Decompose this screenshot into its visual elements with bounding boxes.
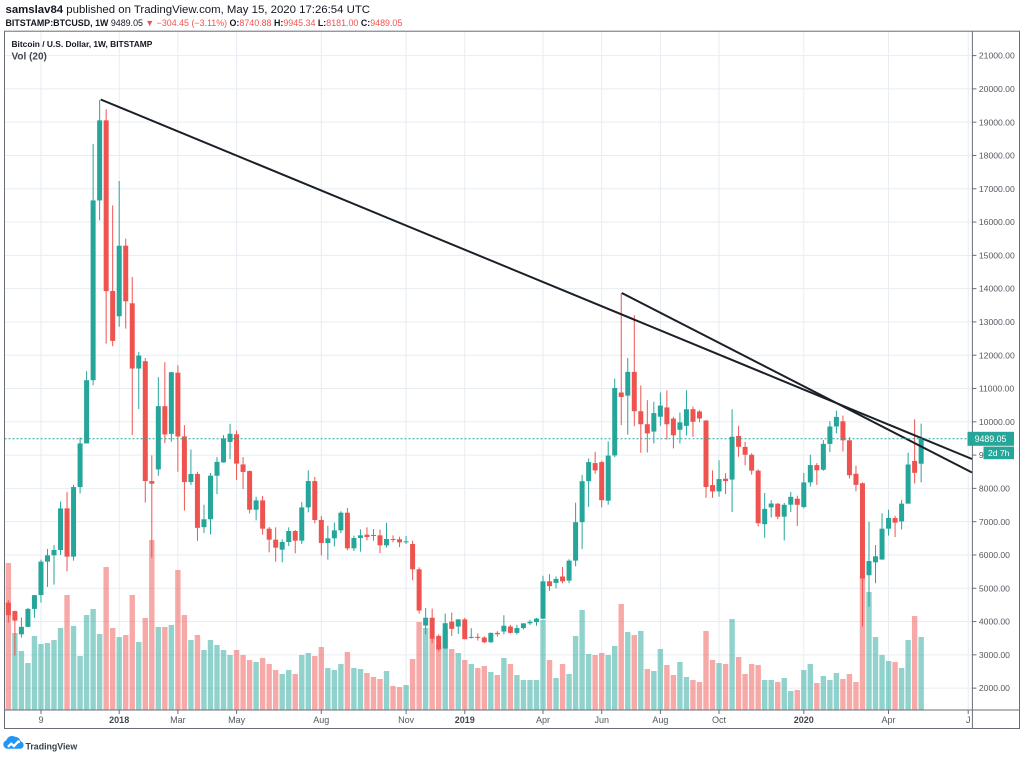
svg-text:2d 7h: 2d 7h [988, 448, 1010, 458]
svg-text:18000.00: 18000.00 [979, 151, 1015, 161]
svg-text:16000.00: 16000.00 [979, 217, 1015, 227]
svg-text:10000.00: 10000.00 [979, 417, 1015, 427]
svg-text:samslav84 published on Trading: samslav84 published on TradingView.com, … [6, 4, 371, 16]
svg-text:Aug: Aug [313, 715, 329, 725]
svg-text:Mar: Mar [170, 715, 186, 725]
svg-text:9489.05: 9489.05 [975, 434, 1007, 444]
svg-text:2018: 2018 [109, 715, 129, 725]
svg-text:Bitcoin / U.S. Dollar, 1W, BIT: Bitcoin / U.S. Dollar, 1W, BITSTAMP [12, 39, 153, 49]
svg-text:Vol (20): Vol (20) [12, 51, 47, 62]
svg-text:Apr: Apr [881, 715, 895, 725]
svg-text:Jun: Jun [594, 715, 609, 725]
svg-text:Apr: Apr [536, 715, 550, 725]
svg-text:3000.00: 3000.00 [979, 650, 1010, 660]
svg-text:20000.00: 20000.00 [979, 84, 1015, 94]
svg-text:J: J [966, 715, 971, 725]
svg-text:21000.00: 21000.00 [979, 51, 1015, 61]
svg-text:2000.00: 2000.00 [979, 683, 1010, 693]
svg-text:12000.00: 12000.00 [979, 350, 1015, 360]
svg-text:9: 9 [38, 715, 43, 725]
svg-text:8000.00: 8000.00 [979, 483, 1010, 493]
svg-text:2020: 2020 [794, 715, 814, 725]
svg-text:7000.00: 7000.00 [979, 517, 1010, 527]
svg-text:2019: 2019 [455, 715, 475, 725]
svg-text:Oct: Oct [712, 715, 727, 725]
svg-text:TradingView: TradingView [26, 741, 78, 751]
svg-text:13000.00: 13000.00 [979, 317, 1015, 327]
svg-text:4000.00: 4000.00 [979, 617, 1010, 627]
svg-text:Aug: Aug [652, 715, 668, 725]
svg-text:May: May [228, 715, 246, 725]
svg-text:BITSTAMP:BTCUSD, 1W 9489.05 ▼: BITSTAMP:BTCUSD, 1W 9489.05 ▼ −304.45 (−… [6, 18, 403, 28]
svg-text:5000.00: 5000.00 [979, 583, 1010, 593]
svg-text:15000.00: 15000.00 [979, 250, 1015, 260]
svg-text:17000.00: 17000.00 [979, 184, 1015, 194]
svg-text:19000.00: 19000.00 [979, 117, 1015, 127]
svg-text:Nov: Nov [398, 715, 415, 725]
svg-text:6000.00: 6000.00 [979, 550, 1010, 560]
svg-text:14000.00: 14000.00 [979, 284, 1015, 294]
svg-text:11000.00: 11000.00 [979, 384, 1014, 394]
